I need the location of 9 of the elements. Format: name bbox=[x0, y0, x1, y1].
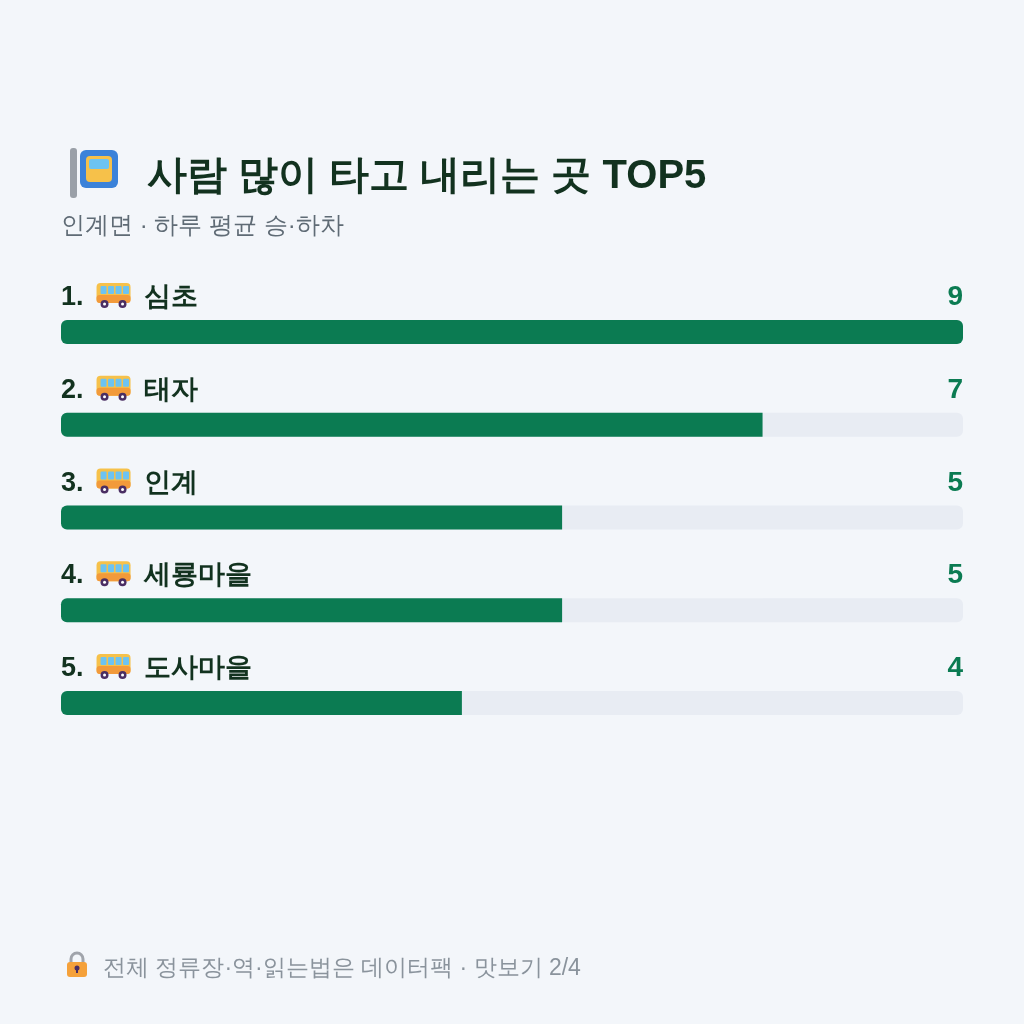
data-label: 5 bbox=[947, 558, 963, 590]
plot: 1. 심초 9 2. 태자 7 3. 인계 5 4. 세룡마을 5 5. 도사마을 4 bbox=[61, 280, 963, 715]
text: 전체 정류장·역·읽는법은 데이터팩 · 맛보기 2/4 bbox=[103, 954, 582, 980]
data-label: 7 bbox=[947, 372, 963, 404]
chart-subtitle: 인계면 · 하루 평균 승·하차 bbox=[61, 211, 344, 238]
chart-title: 사람 많이 타고 내리는 곳 TOP5 bbox=[147, 152, 707, 196]
data-label: 4 bbox=[947, 651, 964, 682]
data-label: 9 bbox=[947, 280, 963, 311]
data-label: 5 bbox=[947, 465, 963, 497]
